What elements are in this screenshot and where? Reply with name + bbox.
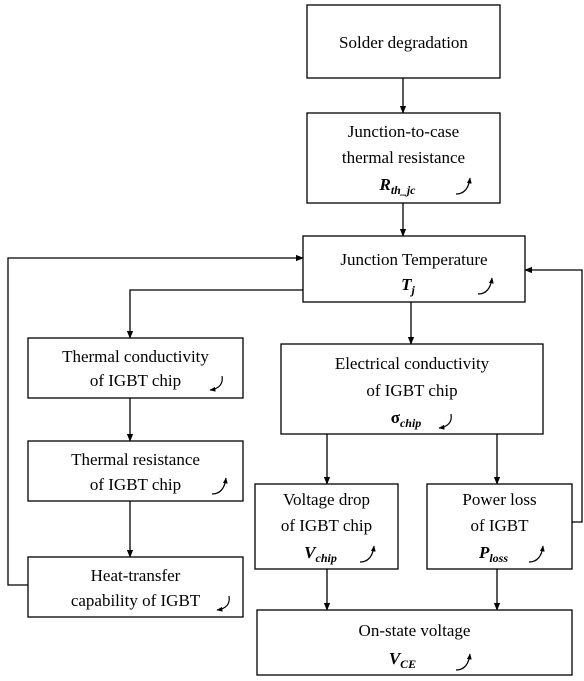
node: Heat-transfer capability of IGBT	[27, 556, 244, 618]
node: Thermal resistance of IGBT chip	[27, 440, 244, 502]
node-box	[426, 483, 573, 570]
trend-icon	[438, 413, 452, 430]
trend-icon	[211, 477, 228, 495]
node-label: Power loss	[462, 490, 536, 509]
node-label: Voltage drop	[283, 490, 370, 509]
node: Solder degradation	[306, 4, 501, 79]
symbol-sub: j	[410, 283, 416, 297]
node: Voltage drop of IGBT chip Vchip	[254, 483, 399, 570]
trend-icon	[528, 545, 545, 563]
symbol-main: T	[401, 275, 412, 294]
node-box	[306, 112, 501, 204]
trend-icon	[455, 177, 472, 195]
node-label: of IGBT chip	[90, 475, 181, 494]
node: Electrical conductivity of IGBT chip σchip	[280, 343, 544, 435]
symbol-sub: loss	[489, 551, 508, 565]
connectors	[7, 78, 583, 611]
node: Thermal conductivity of IGBT chip	[27, 337, 244, 399]
trend-icon	[209, 375, 223, 392]
node-symbol: Tj	[401, 275, 415, 297]
symbol-sub: chip	[316, 551, 337, 565]
arrow	[126, 289, 303, 339]
node-label: of IGBT chip	[90, 371, 181, 390]
trend-icon	[455, 653, 472, 671]
node-box	[27, 440, 244, 502]
symbol-sub: CE	[400, 657, 416, 671]
symbol-main: P	[478, 543, 490, 562]
trend-icon	[359, 545, 376, 563]
nodes: Solder degradation Junction-to-case therma…	[27, 4, 573, 676]
node-label: Solder degradation	[339, 33, 468, 52]
node-symbol: VCE	[389, 649, 416, 671]
trend-icon	[216, 595, 230, 612]
node-label: thermal resistance	[342, 148, 465, 167]
symbol-main: σ	[391, 408, 401, 427]
node-label: Thermal resistance	[71, 450, 200, 469]
node-symbol: Rth_jc	[378, 175, 416, 197]
node-symbol: Vchip	[304, 543, 337, 565]
node-label: Electrical conductivity	[335, 354, 490, 373]
trend-icon	[477, 277, 494, 295]
node-label: Junction-to-case	[348, 122, 459, 141]
node-label: Junction Temperature	[340, 250, 487, 269]
node-box	[302, 235, 526, 303]
node-box	[306, 4, 501, 79]
node-label: capability of IGBT	[71, 591, 201, 610]
node-box	[27, 556, 244, 618]
symbol-sub: chip	[400, 416, 421, 430]
node-label: On-state voltage	[359, 621, 471, 640]
node-symbol: Ploss	[478, 543, 508, 565]
node-label: Thermal conductivity	[62, 347, 209, 366]
node: Junction Temperature Tj	[302, 235, 526, 303]
symbol-main: V	[304, 543, 317, 562]
node-symbol: σchip	[391, 408, 422, 430]
node-box	[280, 343, 544, 435]
node-label: of IGBT chip	[281, 516, 372, 535]
node-box	[27, 337, 244, 399]
symbol-sub: th_jc	[391, 183, 416, 197]
node-label: Heat-transfer	[91, 566, 181, 585]
arrow	[524, 266, 583, 523]
symbol-main: V	[389, 649, 402, 668]
node: On-state voltage VCE	[256, 609, 573, 676]
node-box	[254, 483, 399, 570]
node-label: of IGBT	[470, 516, 529, 535]
symbol-main: R	[378, 175, 390, 194]
arrow	[7, 254, 304, 586]
node-box	[256, 609, 573, 676]
node: Junction-to-case thermal resistance Rth_jc	[306, 112, 501, 204]
node-label: of IGBT chip	[366, 381, 457, 400]
node: Power loss of IGBT Ploss	[426, 483, 573, 570]
